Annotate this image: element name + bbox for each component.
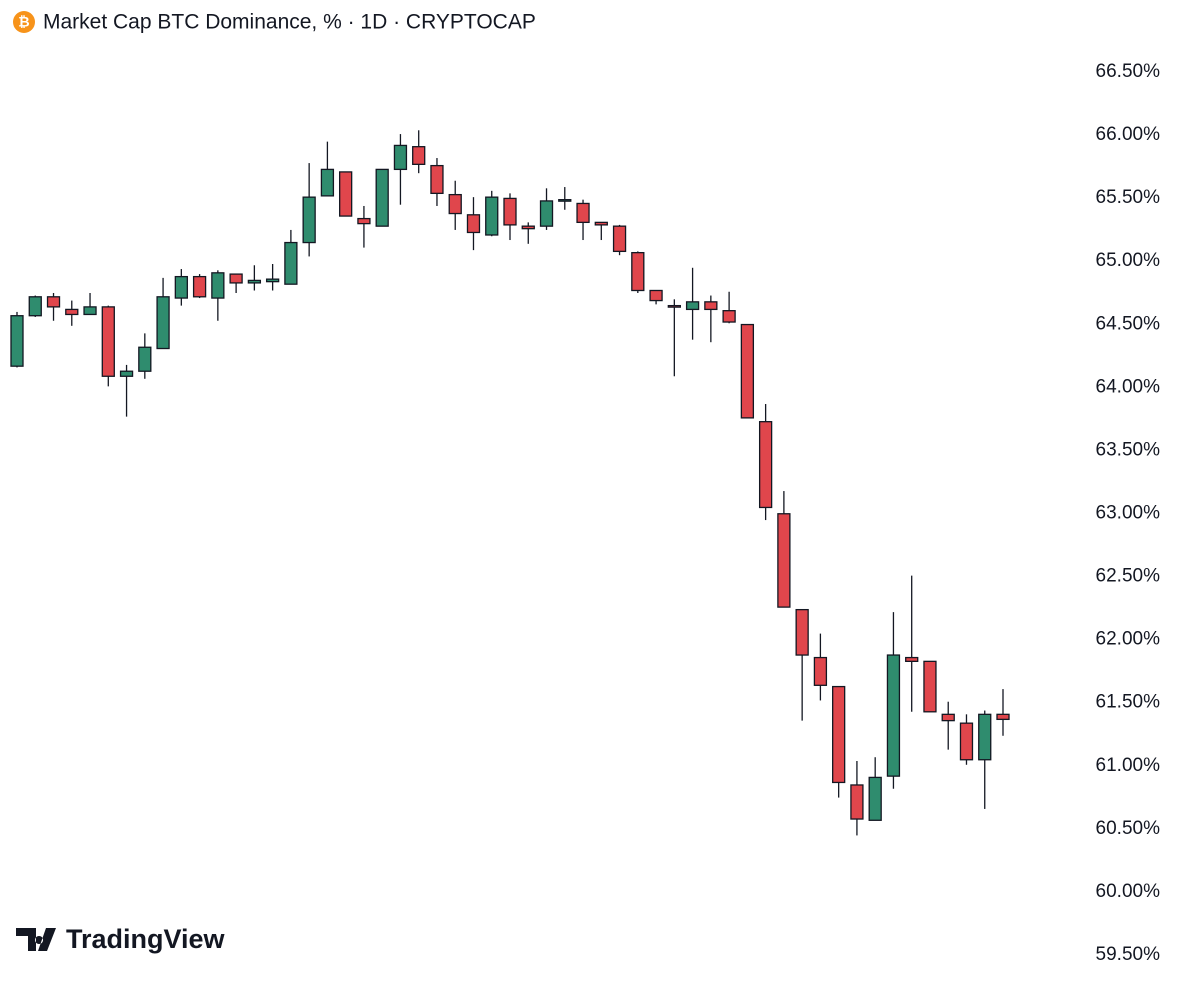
candle-body <box>612 225 627 253</box>
candle-body <box>393 144 408 171</box>
candle-body <box>832 685 846 784</box>
candle-body <box>65 308 79 316</box>
y-tick-label: 60.50% <box>1096 818 1161 839</box>
candle-body <box>539 200 554 227</box>
candle-body <box>978 713 992 761</box>
brand-name: TradingView <box>66 924 226 954</box>
candle-body <box>357 217 371 225</box>
candle-body <box>941 713 955 722</box>
candle-body <box>101 306 115 377</box>
candle-body <box>448 193 462 215</box>
candle-body <box>430 164 444 195</box>
candle-body <box>211 272 225 299</box>
candle-body <box>777 513 791 608</box>
chart-title: Market Cap BTC Dominance, % · 1D · CRYPT… <box>43 11 536 34</box>
y-tick-label: 63.00% <box>1096 503 1161 524</box>
candle-body <box>339 171 353 217</box>
y-tick-label: 61.50% <box>1096 692 1161 713</box>
candle-body <box>667 304 681 308</box>
candle-body <box>466 214 481 234</box>
candle-body <box>886 654 901 777</box>
candle-body <box>758 421 773 509</box>
y-tick-label: 59.50% <box>1096 944 1161 965</box>
candle-body <box>996 713 1010 721</box>
candle-body <box>412 146 426 165</box>
candle-body <box>485 196 499 236</box>
candle-body <box>905 656 919 662</box>
candle-body <box>521 225 535 230</box>
y-tick-label: 60.00% <box>1096 881 1161 902</box>
candle-body <box>229 273 243 284</box>
btc-icon-glyph: ₿ <box>18 14 29 30</box>
candle-body <box>10 315 24 367</box>
candle-body <box>795 608 809 656</box>
brand-icon <box>16 928 56 951</box>
candle-body <box>704 301 718 311</box>
candle-body <box>302 196 316 244</box>
candle-body <box>119 370 134 377</box>
candle-body <box>174 275 188 299</box>
candle-body <box>722 310 736 323</box>
y-tick-label: 63.50% <box>1096 439 1161 460</box>
candle-body <box>156 296 170 350</box>
y-tick-label: 66.50% <box>1096 61 1161 82</box>
candle-body <box>649 289 663 302</box>
candle-body <box>503 197 517 226</box>
y-tick-label: 64.00% <box>1096 376 1161 397</box>
y-tick-label: 64.50% <box>1096 313 1161 334</box>
candle-body <box>83 306 97 316</box>
candle-body <box>192 275 207 298</box>
brand-logo: TradingView <box>16 924 226 954</box>
candle-body <box>28 296 42 317</box>
btc-icon <box>13 11 35 33</box>
candle-body <box>247 279 262 284</box>
candle-body <box>685 301 700 311</box>
y-tick-label: 62.00% <box>1096 629 1161 650</box>
candle-body <box>576 202 590 224</box>
candle-body <box>868 776 882 821</box>
title-bar: ₿ Market Cap BTC Dominance, % · 1D · CRY… <box>13 11 536 34</box>
candle-body <box>740 323 755 419</box>
candle-body <box>138 346 152 372</box>
candle-body <box>631 251 645 292</box>
candle-body <box>959 722 974 761</box>
y-tick-label: 62.50% <box>1096 566 1161 587</box>
candle-body <box>320 168 335 197</box>
y-tick-label: 61.00% <box>1096 755 1161 776</box>
candle-body <box>923 660 937 713</box>
candle-body <box>594 221 608 226</box>
candle-body <box>813 656 828 686</box>
candle-body <box>558 199 572 202</box>
candle-body <box>375 168 389 227</box>
candle-body <box>265 278 280 283</box>
candle-body <box>284 241 298 285</box>
candle-body <box>46 296 61 308</box>
y-tick-label: 65.00% <box>1096 250 1161 271</box>
y-tick-label: 65.50% <box>1096 187 1161 208</box>
y-tick-label: 66.00% <box>1096 124 1161 145</box>
candle-body <box>850 784 864 820</box>
